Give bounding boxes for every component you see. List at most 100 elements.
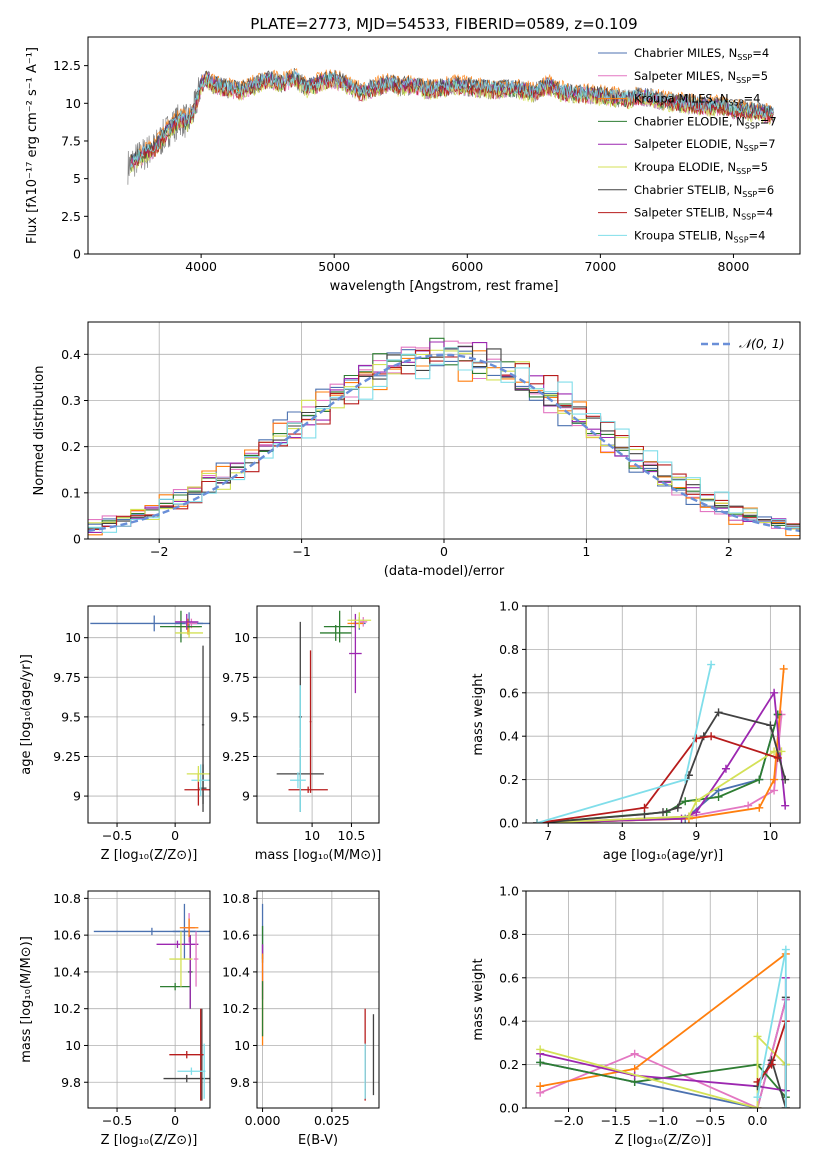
axes-frame xyxy=(87,36,801,255)
x-tick-label: −2.0 xyxy=(553,1113,583,1128)
y-tick-label: 0.2 xyxy=(499,772,519,787)
residuals-histogram-panel: −2 −1 0 1 2 0 0.1 0.2 0.3 0.4 (data-model)/error No… xyxy=(32,321,801,579)
weight-point xyxy=(753,1093,762,1102)
weight-point xyxy=(681,775,690,784)
y-tick-label: 0.0 xyxy=(499,816,519,831)
weight-point xyxy=(744,801,753,810)
weight-point xyxy=(640,803,649,812)
x-tick-label: −1.5 xyxy=(601,1113,631,1128)
residual-histogram-9 xyxy=(88,347,800,533)
weight-point xyxy=(673,803,682,812)
weight-point xyxy=(781,1104,790,1108)
y-axis-label: age [log₁₀(age/yr)] xyxy=(19,654,34,775)
x-tick-label: 0 xyxy=(171,1113,179,1128)
mass-vs-metallicity-panel: −0.5 0 9.8 10 10.2 10.4 10.6 10.8 Z [log₁₀(Z/Z⊙)… xyxy=(19,890,211,1148)
legend-entry: Chabrier MILES, NSSP=4 xyxy=(634,46,769,62)
y-tick-label: 10.6 xyxy=(222,928,250,943)
y-tick-label: 9.25 xyxy=(222,749,250,764)
weight-point xyxy=(536,1058,545,1067)
plot-content xyxy=(536,945,790,1108)
weight-vs-metallicity-panel: −2.0 −1.5 −1.0 −0.5 0.0 0.0 0.2 0.4 0.6 0.8 1.0 Z [… xyxy=(471,884,801,1148)
y-tick-label: 9.25 xyxy=(53,749,81,764)
x-axis-label: wavelength [Angstrom, rest frame] xyxy=(330,279,559,294)
y-tick-label: 10 xyxy=(234,1038,250,1053)
x-tick-label: −0.5 xyxy=(102,828,132,843)
weight-point xyxy=(770,688,779,697)
x-tick-label: 8 xyxy=(618,828,626,843)
x-tick-label: −0.5 xyxy=(695,1113,725,1128)
x-axis-label: mass [log₁₀(M/M⊙)] xyxy=(255,848,382,863)
plot-area xyxy=(257,891,379,1108)
spectrum-panel: 4000 5000 6000 7000 8000 0 2.5 5 7.5 10 12.5 wavele… xyxy=(25,36,801,294)
y-tick-label: 0.6 xyxy=(499,685,519,700)
weight-point xyxy=(766,721,775,730)
weight-point xyxy=(721,764,730,773)
weight-point xyxy=(692,808,701,817)
x-tick-label: 0 xyxy=(440,544,448,559)
y-tick-label: 0.4 xyxy=(499,729,519,744)
plot-content xyxy=(93,903,210,1101)
y-tick-label: 0.0 xyxy=(499,1101,519,1116)
x-tick-label: 10 xyxy=(762,828,778,843)
y-tick-label: 9.75 xyxy=(222,670,250,685)
model-spectrum-9 xyxy=(130,69,774,168)
plot-content xyxy=(90,610,210,812)
x-tick-label: 8000 xyxy=(718,259,750,274)
y-tick-label: 1.0 xyxy=(499,884,519,899)
weight-point xyxy=(659,808,667,817)
y-tick-label: 0.4 xyxy=(499,1014,519,1029)
weight-point xyxy=(755,775,764,784)
x-tick-label: 6000 xyxy=(451,259,483,274)
y-tick-label: 12.5 xyxy=(53,58,81,73)
y-axis-label: Flux [fλ10⁻¹⁷ erg cm⁻² s⁻¹ A⁻¹] xyxy=(25,47,40,244)
y-tick-label: 0 xyxy=(73,247,81,262)
plot-area xyxy=(88,606,210,823)
x-tick-label: 7 xyxy=(544,828,552,843)
spectrum-legend: Chabrier MILES, NSSP=4 Salpeter MILES, NS… xyxy=(598,46,777,244)
y-axis-label: mass weight xyxy=(471,958,486,1040)
y-tick-label: 10 xyxy=(65,96,81,111)
legend-entry: Chabrier STELIB, NSSP=6 xyxy=(634,183,774,199)
figure-title: PLATE=2773, MJD=54533, FIBERID=0589, z=0… xyxy=(250,15,637,33)
y-tick-label: 0.6 xyxy=(499,970,519,985)
mass-vs-ebv-panel: 0.000 0.025 9.8 10 10.2 10.4 10.6 10.8 E(B-V) xyxy=(222,890,380,1148)
weight-point xyxy=(773,753,782,762)
x-tick-label: 0 xyxy=(171,828,179,843)
legend-entry: Kroupa ELODIE, NSSP=5 xyxy=(634,160,768,176)
y-tick-label: 0.2 xyxy=(499,1057,519,1072)
weight-point xyxy=(714,792,723,801)
x-tick-label: 5000 xyxy=(318,259,350,274)
weight-point xyxy=(779,664,788,673)
weight-point xyxy=(707,660,716,669)
y-tick-label: 0 xyxy=(73,532,81,547)
weight-point xyxy=(770,775,779,784)
y-tick-label: 9 xyxy=(73,789,81,804)
plot-content xyxy=(127,67,774,185)
x-tick-label: 10 xyxy=(304,828,320,843)
y-tick-label: 10.4 xyxy=(222,964,250,979)
age-vs-mass-panel: 10 10.5 9 9.25 9.5 9.75 10 mass [log₁₀(M/M⊙)] xyxy=(222,605,382,863)
x-tick-label: 7000 xyxy=(584,259,616,274)
legend-entry: Salpeter ELODIE, NSSP=7 xyxy=(634,137,776,153)
weight-point xyxy=(684,812,693,821)
weight-point xyxy=(781,775,790,784)
y-tick-label: 7.5 xyxy=(61,133,81,148)
plot-content xyxy=(261,903,375,1101)
y-axis-label: mass [log₁₀(M/M⊙)] xyxy=(19,936,34,1063)
axes-frame xyxy=(256,890,380,1109)
y-tick-label: 10 xyxy=(65,1038,81,1053)
legend-entry: Salpeter MILES, NSSP=5 xyxy=(634,69,768,85)
y-tick-label: 10.8 xyxy=(53,891,81,906)
x-axis-label: E(B-V) xyxy=(298,1133,338,1148)
x-tick-label: −2 xyxy=(150,544,168,559)
y-tick-label: 5 xyxy=(73,171,81,186)
x-axis-label: Z [log₁₀(Z/Z⊙)] xyxy=(101,1133,198,1148)
y-tick-label: 10 xyxy=(234,630,250,645)
weight-point xyxy=(755,803,764,812)
y-tick-label: 10.2 xyxy=(222,1001,250,1016)
y-tick-label: 2.5 xyxy=(61,209,81,224)
y-tick-label: 10.8 xyxy=(222,891,250,906)
y-tick-label: 10.2 xyxy=(53,1001,81,1016)
axes-frame xyxy=(525,890,801,1109)
